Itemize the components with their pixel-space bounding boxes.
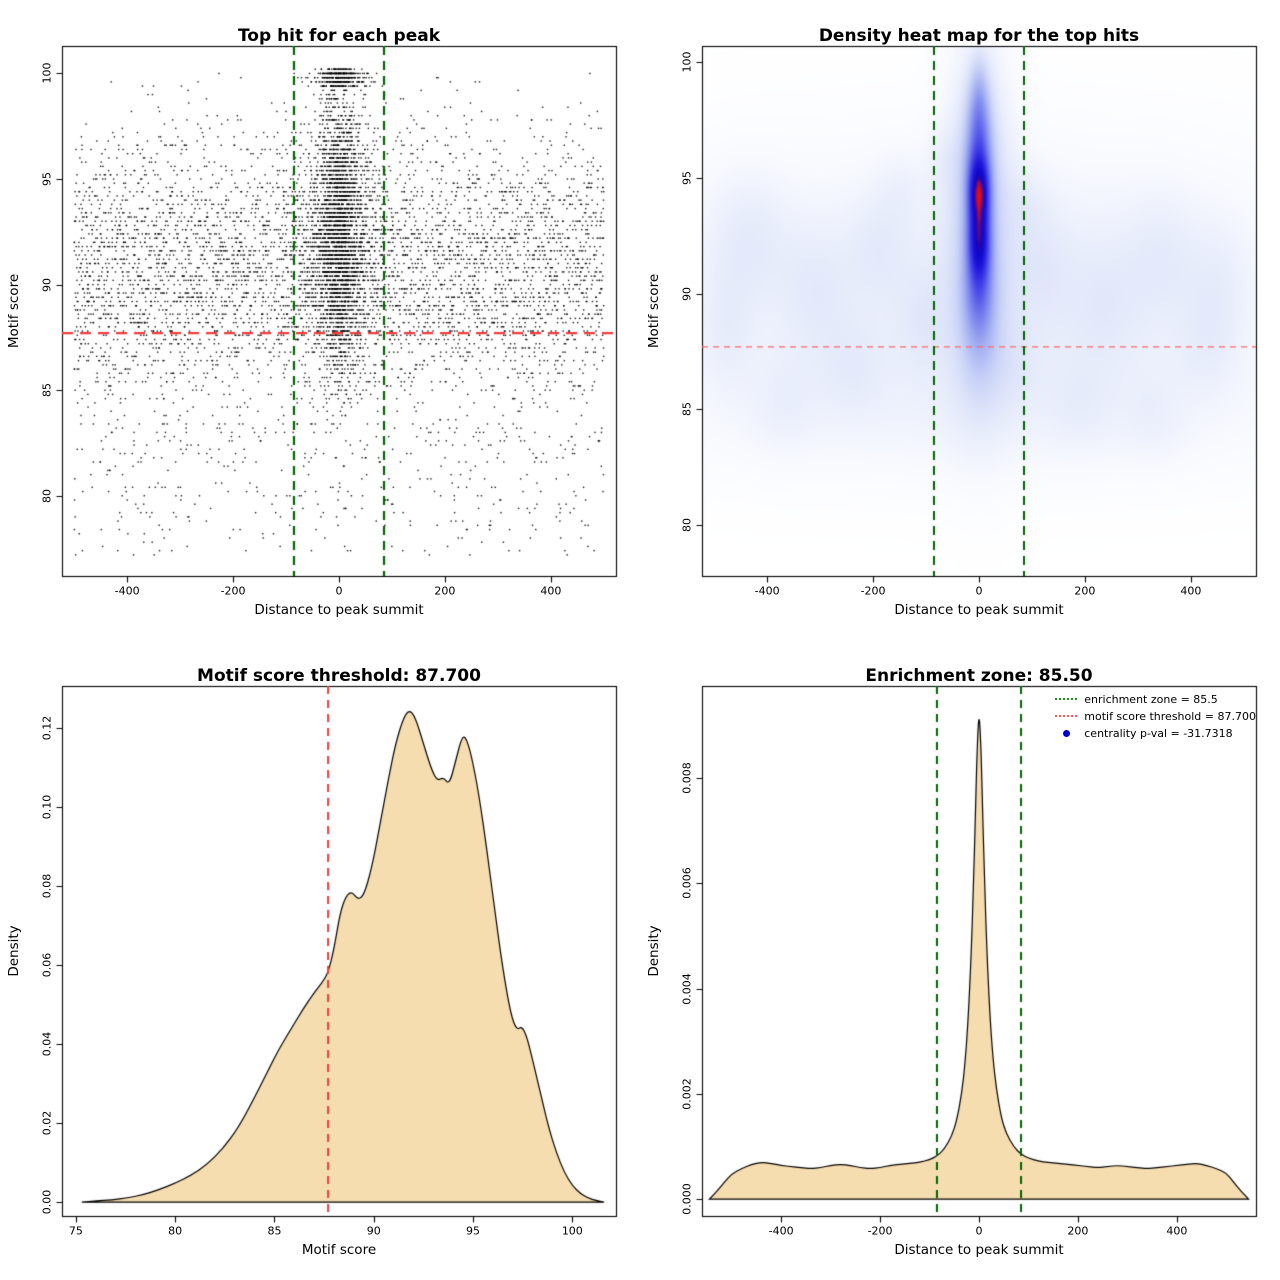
panel-density-heatmap: -400 -200 0 200 400 80 85 90 95 100 Density heat … <box>640 0 1280 640</box>
panel-enrichment-zone-density: -400 -200 0 200 400 0.000 0.002 0.004 0.006 0.008… <box>640 640 1280 1280</box>
dotted-line-icon <box>1055 698 1078 700</box>
panel-scatter-top-hits: -400 -200 0 200 400 80 85 90 95 100 Top hit for e… <box>0 0 640 640</box>
legend-line-swatch <box>1054 715 1078 717</box>
x-axis-label: Motif score <box>301 1242 377 1258</box>
x-axis-label: Distance to peak summit <box>894 602 1064 618</box>
distance-density-plot-canvas <box>640 640 1280 1280</box>
heatmap-plot-canvas <box>640 0 1280 640</box>
panel-title: Motif score threshold: 87.700 <box>197 666 481 687</box>
dotted-line-icon <box>1055 715 1078 717</box>
panel-title: Enrichment zone: 85.50 <box>865 666 1093 687</box>
legend-label: centrality p-val = -31.7318 <box>1084 726 1233 740</box>
legend: enrichment zone = 85.5 motif score thresh… <box>1054 692 1256 740</box>
legend-item: enrichment zone = 85.5 <box>1054 692 1256 706</box>
y-axis-label: Motif score <box>6 273 22 349</box>
score-density-plot-canvas <box>0 640 640 1280</box>
legend-item: motif score threshold = 87.700 <box>1054 709 1256 723</box>
panel-title: Top hit for each peak <box>237 26 441 47</box>
y-axis-label: Density <box>646 925 662 977</box>
dot-icon <box>1062 729 1070 737</box>
legend-dot-swatch <box>1054 729 1078 737</box>
legend-line-swatch <box>1054 698 1078 700</box>
x-axis-label: Distance to peak summit <box>254 602 424 618</box>
y-axis-label: Density <box>6 925 22 977</box>
legend-label: motif score threshold = 87.700 <box>1084 709 1256 723</box>
scatter-plot-canvas <box>0 0 640 640</box>
panel-title: Density heat map for the top hits <box>818 26 1140 47</box>
legend-label: enrichment zone = 85.5 <box>1084 692 1218 706</box>
y-axis-label: Motif score <box>646 273 662 349</box>
panel-motif-score-density: 75 80 85 90 95 100 0.00 0.02 0.04 0.06 0.08 0.10 0.1… <box>0 640 640 1280</box>
x-axis-label: Distance to peak summit <box>894 1242 1064 1258</box>
legend-item: centrality p-val = -31.7318 <box>1054 726 1256 740</box>
